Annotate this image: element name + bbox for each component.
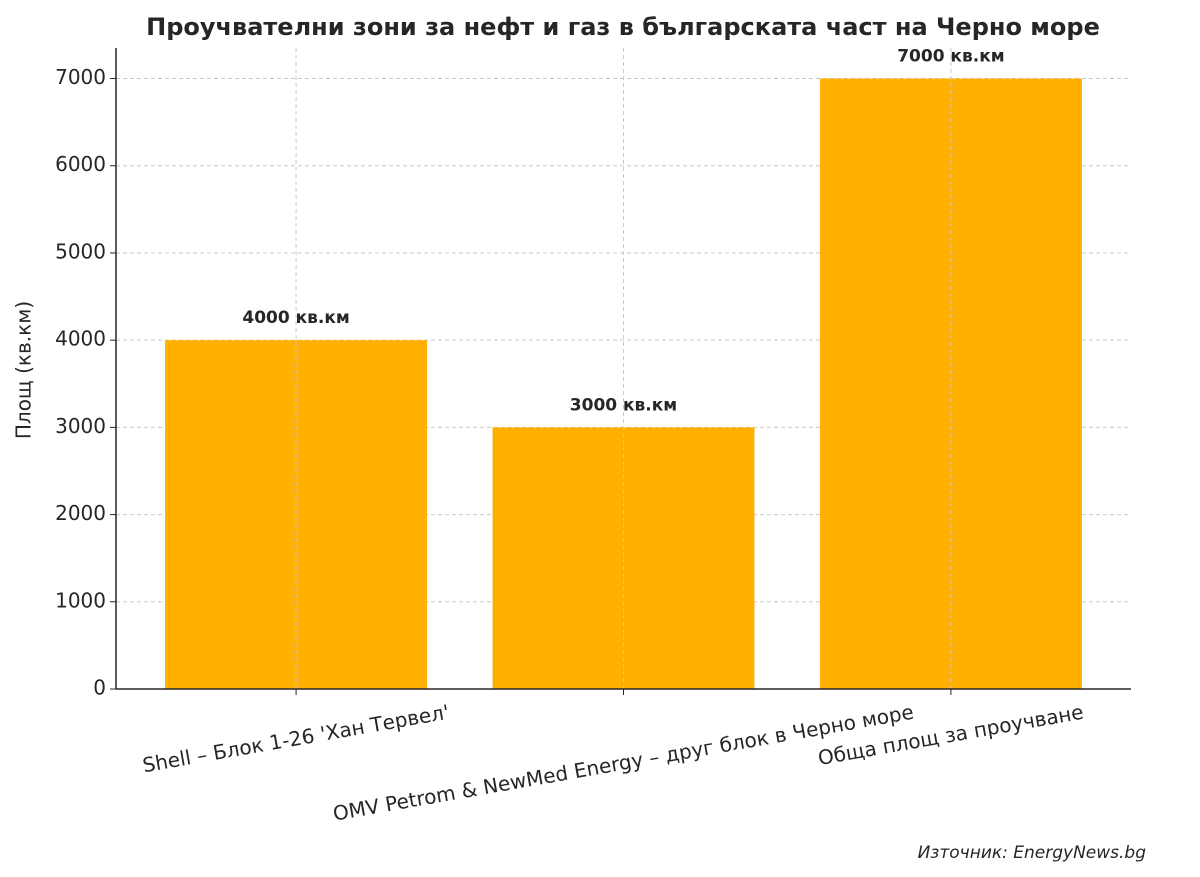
bar	[492, 427, 755, 689]
chart-title: Проучвателни зони за нефт и газ в българ…	[146, 13, 1100, 41]
y-tick-label: 5000	[55, 239, 106, 263]
y-tick-label: 2000	[55, 501, 106, 525]
y-tick-label: 7000	[55, 65, 106, 89]
y-tick-label: 1000	[55, 588, 106, 612]
source-note: Източник: EnergyNews.bg	[918, 843, 1147, 863]
value-label: 7000 кв.км	[897, 47, 1004, 67]
y-tick-label: 4000	[55, 327, 106, 351]
y-tick-label: 3000	[55, 414, 106, 438]
y-tick-label: 0	[93, 676, 106, 700]
x-tick-label: Shell – Блок 1-26 'Хан Тервел'	[141, 700, 451, 778]
value-label: 4000 кв.км	[242, 308, 349, 328]
y-tick-label: 6000	[55, 152, 106, 176]
y-axis-label: Площ (кв.км)	[12, 301, 36, 439]
value-label: 3000 кв.км	[570, 395, 677, 415]
